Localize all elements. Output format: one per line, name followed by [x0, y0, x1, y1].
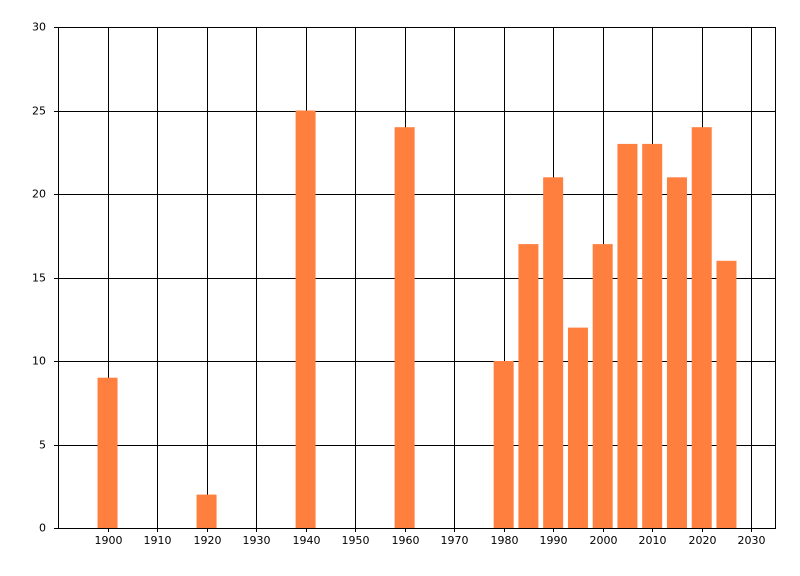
bar — [716, 260, 737, 528]
bar — [592, 244, 613, 528]
y-tick-label: 10 — [32, 355, 46, 368]
bar — [518, 244, 539, 528]
bar — [295, 110, 316, 528]
bar — [493, 361, 514, 528]
x-tick-label: 2000 — [590, 534, 618, 547]
bar — [691, 127, 712, 528]
x-tick-label: 2020 — [689, 534, 717, 547]
x-tick-label: 1980 — [491, 534, 519, 547]
y-tick-label: 20 — [32, 188, 46, 201]
x-tick-label: 1930 — [243, 534, 271, 547]
x-tick-label: 1920 — [194, 534, 222, 547]
x-tick-label: 2010 — [639, 534, 667, 547]
bar — [543, 177, 564, 529]
y-tick-label: 5 — [39, 439, 46, 452]
bar — [97, 377, 118, 528]
y-tick-label: 30 — [32, 21, 46, 34]
bar — [642, 143, 663, 528]
x-tick-label: 1990 — [540, 534, 568, 547]
bar — [394, 127, 415, 528]
y-tick-label: 25 — [32, 105, 46, 118]
x-tick-label: 1900 — [95, 534, 123, 547]
x-tick-label: 1910 — [144, 534, 172, 547]
x-tick-label: 1970 — [441, 534, 469, 547]
y-tick-label: 15 — [32, 272, 46, 285]
bar — [666, 177, 687, 529]
x-tick-label: 1960 — [392, 534, 420, 547]
bar — [567, 327, 588, 528]
x-tick-label: 1950 — [342, 534, 370, 547]
x-tick-label: 1940 — [293, 534, 321, 547]
bar — [617, 143, 638, 528]
bar — [196, 494, 217, 528]
x-tick-label: 2030 — [738, 534, 766, 547]
y-tick-label: 0 — [39, 522, 46, 535]
